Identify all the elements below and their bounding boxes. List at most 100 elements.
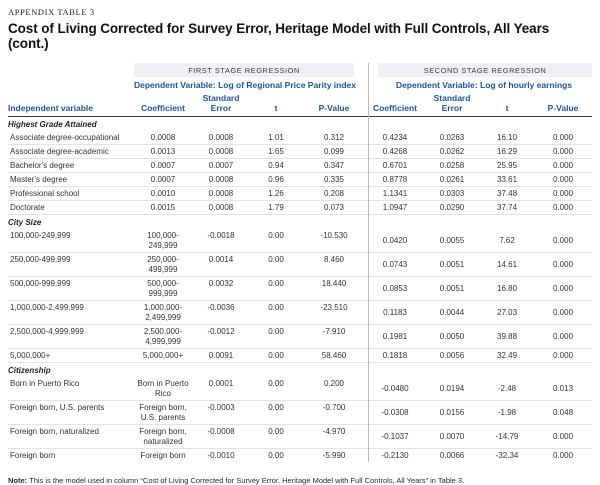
row-label: Professional school: [8, 186, 134, 201]
first-stage-cell: -7.910: [302, 324, 367, 349]
section-header-row: City Size: [8, 215, 592, 230]
first-stage-cell: 0.94: [250, 158, 302, 173]
first-stage-cell: 58.460: [302, 348, 367, 363]
table-row: Associate degree-academic 0.0013 0.0008 1.6…: [8, 144, 593, 159]
column-header-s2-t: t: [480, 93, 535, 117]
section-header-label: Citizenship: [8, 366, 51, 375]
second-stage-cell: 0.1818: [366, 348, 425, 363]
first-stage-cell: 0.0008: [192, 200, 250, 215]
first-stage-cell: 1.79: [250, 200, 302, 215]
second-stage-cell: 7.62: [480, 229, 535, 253]
second-stage-cell: 0.0056: [424, 348, 481, 363]
second-stage-cell: 0.000: [534, 158, 593, 173]
column-header-s2-coefficient: Coefficient: [366, 93, 425, 117]
first-stage-cell: -0.0008: [192, 424, 250, 449]
row-label: Associate degree-occupational: [8, 131, 134, 145]
second-stage-cell: 0.1981: [366, 324, 425, 349]
first-stage-cell: 0.00: [250, 276, 302, 301]
first-stage-cell: Foreign born, U.S. parents: [134, 400, 192, 425]
column-header-s1-t: t: [250, 93, 302, 117]
column-header-independent-variable: Independent variable: [8, 93, 134, 117]
first-stage-cell: -0.700: [302, 400, 367, 425]
second-stage-cell: -0.0480: [366, 377, 425, 401]
first-stage-cell: 0.00: [268, 451, 284, 460]
table-row: Bachelor's degree 0.0007 0.0007 0.94 0.347 0.…: [8, 158, 593, 173]
first-stage-cell: 1.26: [250, 186, 302, 201]
second-stage-cell: 0.4234: [366, 131, 425, 145]
second-stage-cell: 0.000: [534, 252, 593, 277]
table-row: Foreign born Foreign born -0.0010 0.00 -5.99…: [8, 449, 592, 463]
second-stage-dependent-variable: Dependent Variable: Log of hourly earnin…: [395, 80, 573, 90]
second-stage-cell: 1.0947: [366, 200, 425, 215]
row-label: 1,000,000-2,499,999: [8, 300, 134, 325]
first-stage-cell: -0.0003: [192, 400, 250, 425]
second-stage-cell: 16.10: [480, 131, 535, 145]
first-stage-cell: 0.0007: [134, 172, 192, 187]
first-stage-cell: -0.0018: [192, 229, 250, 253]
second-stage-cell: -14.79: [480, 424, 535, 449]
second-stage-cell: -0.2130: [381, 451, 409, 460]
first-stage-cell: 0.00: [250, 348, 302, 363]
second-stage-cell: 37.48: [480, 186, 535, 201]
second-stage-cell: 0.0261: [424, 172, 481, 187]
table-row: 1,000,000-2,499,999 1,000,000-2,499,999 -0…: [8, 300, 593, 325]
second-stage-cell: -0.0308: [366, 400, 425, 425]
first-stage-cell: 0.0010: [134, 186, 192, 201]
first-stage-cell: 0.00: [250, 252, 302, 277]
second-stage-cell: 0.8778: [366, 172, 425, 187]
first-stage-cell: 500,000-999,999: [134, 276, 192, 301]
row-label: Bachelor's degree: [8, 158, 134, 173]
table-row: 5,000,000+ 5,000,000+ 0.0091 0.00 58.460 0.18…: [8, 348, 593, 363]
first-stage-cell: 0.0014: [192, 252, 250, 277]
regression-table-wrap: FIRST STAGE REGRESSION SECOND STAGE REGR…: [8, 63, 593, 463]
column-header-s2-pvalue: P-Value: [534, 93, 593, 117]
second-stage-cell: 0.000: [534, 144, 593, 159]
row-label: Born in Puerto Rico: [8, 377, 134, 401]
first-stage-cell: 0.0091: [192, 348, 250, 363]
second-stage-cell: 0.013: [534, 377, 593, 401]
second-stage-cell: 0.1183: [366, 300, 425, 325]
first-stage-cell: 1.65: [250, 144, 302, 159]
row-label: Master's degree: [8, 172, 134, 187]
second-stage-cell: 32.49: [480, 348, 535, 363]
second-stage-cell: 0.000: [534, 229, 593, 253]
second-stage-cell: 0.0420: [366, 229, 425, 253]
first-stage-cell: 0.0007: [134, 158, 192, 173]
row-label: Doctorate: [8, 200, 134, 215]
first-stage-cell: 0.00: [250, 377, 302, 401]
first-stage-cell: -0.0036: [192, 300, 250, 325]
table-body: Highest Grade Attained Associate degree-o…: [8, 117, 593, 463]
empty-corner-cell: [8, 79, 134, 93]
table-eyebrow: APPENDIX TABLE 3: [8, 7, 95, 17]
first-stage-cell: -0.0010: [207, 451, 235, 460]
column-header-s1-pvalue: P-Value: [302, 93, 367, 117]
first-stage-cell: 1,000,000-2,499,999: [134, 300, 192, 325]
regression-table: FIRST STAGE REGRESSION SECOND STAGE REGR…: [8, 63, 593, 463]
table-row: Professional school 0.0010 0.0008 1.26 0.208…: [8, 186, 593, 201]
second-stage-cell: 37.74: [480, 200, 535, 215]
second-stage-cell: 0.6701: [366, 158, 425, 173]
second-stage-cell: 16.80: [480, 276, 535, 301]
first-stage-cell: -10.530: [302, 229, 367, 253]
first-stage-cell: 250,000-499,999: [134, 252, 192, 277]
row-label: Associate degree-academic: [8, 144, 134, 159]
second-stage-cell: 0.000: [534, 424, 593, 449]
first-stage-cell: 0.00: [250, 324, 302, 349]
second-stage-group-header: SECOND STAGE REGRESSION: [378, 63, 593, 77]
second-stage-cell: 0.0194: [424, 377, 481, 401]
second-stage-cell: 27.03: [480, 300, 535, 325]
page-title: Cost of Living Corrected for Survey Erro…: [8, 21, 550, 51]
first-stage-cell: 0.0001: [192, 377, 250, 401]
second-stage-cell: 16.29: [480, 144, 535, 159]
second-stage-cell: 0.000: [534, 131, 593, 145]
first-stage-cell: 0.335: [302, 172, 367, 187]
first-stage-cell: 0.0008: [192, 144, 250, 159]
first-stage-cell: 0.099: [302, 144, 367, 159]
first-stage-cell: 0.347: [302, 158, 367, 173]
section-header-row: Citizenship: [8, 363, 592, 378]
first-stage-cell: Foreign born, naturalized: [134, 424, 192, 449]
first-stage-cell: 0.200: [302, 377, 367, 401]
second-stage-cell: 0.000: [534, 200, 593, 215]
column-header-s1-standard-error: Standard Error: [192, 93, 250, 117]
row-label: Foreign born: [10, 451, 56, 460]
